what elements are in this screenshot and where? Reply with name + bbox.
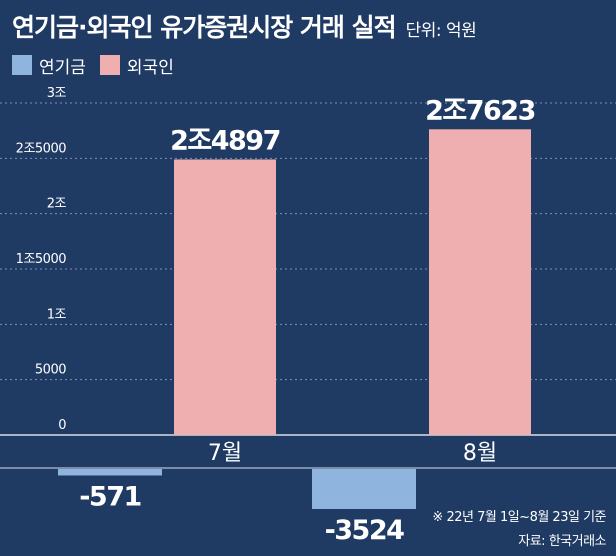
y-tick-label: 1조5000 (16, 252, 67, 267)
legend-item-pension: 연기금 (12, 53, 86, 78)
legend-swatch-foreign (99, 55, 120, 75)
value-label-foreign: 2조7623 (425, 95, 535, 126)
legend-label-pension: 연기금 (39, 57, 86, 78)
y-tick-label: 3조 (47, 86, 67, 101)
x-category-label: 8월 (463, 441, 497, 466)
bar-pension (312, 469, 416, 509)
y-tick-label: 2조5000 (16, 141, 67, 156)
bar-foreign (429, 129, 531, 435)
y-tick-label: 0 (58, 418, 66, 433)
value-label-foreign: 2조4897 (170, 125, 280, 156)
value-label-pension: -571 (79, 481, 141, 512)
bar-foreign (174, 159, 276, 435)
y-tick-label: 5000 (35, 363, 66, 378)
unit-label: 단위: 억원 (405, 21, 477, 41)
legend-label-foreign: 외국인 (126, 57, 174, 78)
legend-swatch-pension (12, 55, 32, 75)
source-note: 자료: 한국거래소 (518, 534, 606, 549)
footnote: ※ 22년 7월 1일~8월 23일 기준 (432, 510, 606, 525)
x-category-label: 7월 (208, 441, 242, 466)
chart-title: 연기금·외국인 유가증권시장 거래 실적 (12, 13, 397, 42)
y-tick-label: 2조 (47, 197, 67, 212)
legend-item-foreign: 외국인 (99, 53, 174, 78)
legend: 연기금 외국인 (12, 52, 188, 78)
header: 연기금·외국인 유가증권시장 거래 실적 단위: 억원 (12, 8, 604, 48)
bar-pension (58, 469, 162, 476)
value-label-pension: -3524 (325, 515, 405, 546)
y-tick-label: 1조 (47, 307, 67, 322)
